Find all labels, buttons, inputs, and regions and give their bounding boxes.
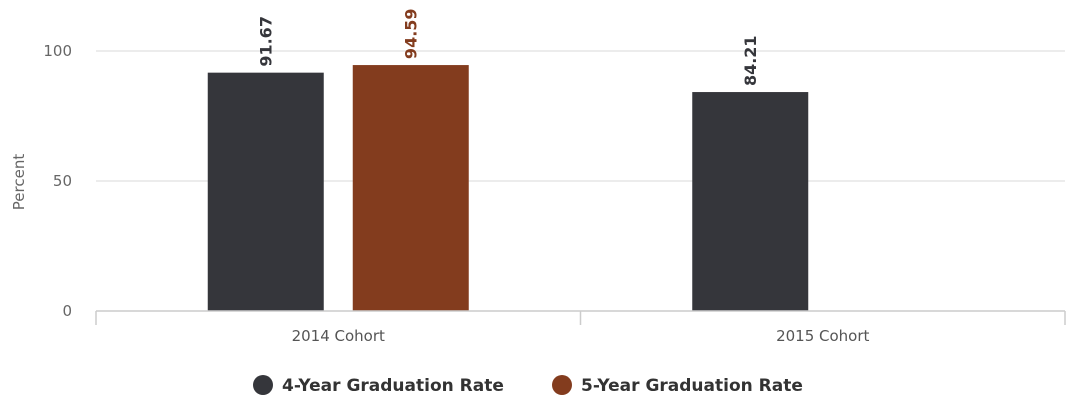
y-tick-label: 100: [43, 42, 72, 60]
legend[interactable]: 4-Year Graduation Rate 5-Year Graduation …: [253, 375, 803, 396]
legend-marker: [253, 375, 273, 395]
y-axis: 0 50 100: [43, 42, 72, 320]
data-label: 91.67: [257, 16, 276, 67]
bar[interactable]: [352, 65, 469, 311]
legend-label: 4-Year Graduation Rate: [282, 376, 504, 396]
data-label: 94.59: [402, 8, 421, 59]
y-tick-label: 50: [53, 172, 72, 190]
data-label: 84.21: [741, 35, 760, 86]
bars: [207, 65, 809, 312]
y-axis-title: Percent: [10, 154, 28, 211]
data-labels: 91.67 94.59 84.21: [257, 8, 761, 86]
y-tick-label: 0: [62, 302, 72, 320]
x-tick-label: 2014 Cohort: [292, 327, 385, 345]
x-tick-label: 2015 Cohort: [776, 327, 869, 345]
legend-label: 5-Year Graduation Rate: [581, 376, 803, 396]
bar[interactable]: [692, 92, 809, 311]
x-axis: 2014 Cohort 2015 Cohort: [95, 310, 1066, 345]
legend-item[interactable]: 5-Year Graduation Rate: [552, 375, 803, 396]
legend-marker: [552, 375, 572, 395]
legend-item[interactable]: 4-Year Graduation Rate: [253, 375, 504, 396]
bar[interactable]: [207, 72, 324, 312]
